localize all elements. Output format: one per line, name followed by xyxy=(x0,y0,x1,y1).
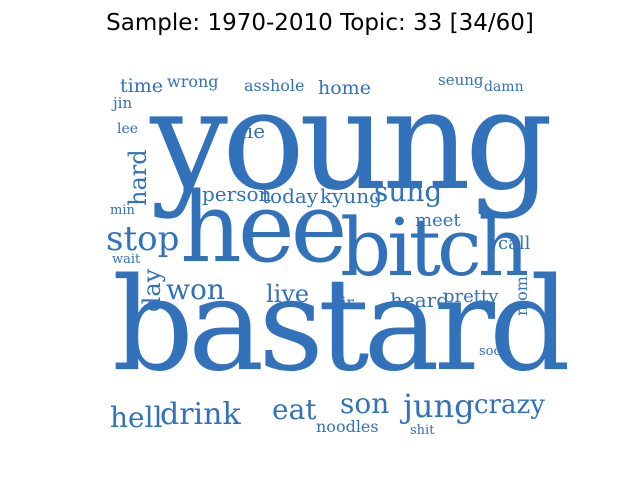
word-today: today xyxy=(262,184,319,208)
word-sir: sir xyxy=(333,293,354,312)
word-bitch: bitch xyxy=(340,201,529,294)
word-home: home xyxy=(318,77,371,99)
chart-title: Sample: 1970-2010 Topic: 33 [34/60] xyxy=(106,10,534,36)
word-hee: hee xyxy=(180,172,347,284)
word-wait: wait xyxy=(112,252,141,267)
word-shit: shit xyxy=(410,423,435,438)
word-wrong: wrong xyxy=(167,72,219,91)
word-jin: jin xyxy=(113,94,133,112)
word-call: call xyxy=(498,233,531,254)
word-seung: seung xyxy=(438,71,484,89)
word-soo: soo xyxy=(479,344,502,359)
word-asshole: asshole xyxy=(244,76,305,95)
word-jung: jung xyxy=(403,387,475,425)
word-live: live xyxy=(266,280,310,308)
word-min: min xyxy=(110,203,135,218)
word-bastard: bastard xyxy=(112,251,571,400)
word-meet: meet xyxy=(415,210,461,231)
word-noodles: noodles xyxy=(316,417,379,436)
word-sung: sung xyxy=(374,175,443,208)
word-son: son xyxy=(340,387,390,420)
word-won: won xyxy=(166,273,225,306)
word-heard: heard xyxy=(390,288,450,312)
word-pretty: pretty xyxy=(443,286,499,307)
word-drink: drink xyxy=(160,397,241,432)
word-person: person xyxy=(202,182,272,206)
word-mom: mom xyxy=(512,276,531,316)
word-damn: damn xyxy=(484,79,524,95)
word-eat: eat xyxy=(272,393,317,426)
word-hard: hard xyxy=(124,149,152,206)
word-kyung: kyung xyxy=(320,184,382,208)
word-die: die xyxy=(234,119,266,143)
word-day: day xyxy=(138,268,166,312)
word-crazy: crazy xyxy=(474,390,545,420)
word-young: young xyxy=(150,60,553,221)
word-lee: lee xyxy=(117,121,139,137)
word-time: time xyxy=(120,75,163,97)
word-stop: stop xyxy=(106,219,180,259)
word-hell: hell xyxy=(110,401,163,434)
